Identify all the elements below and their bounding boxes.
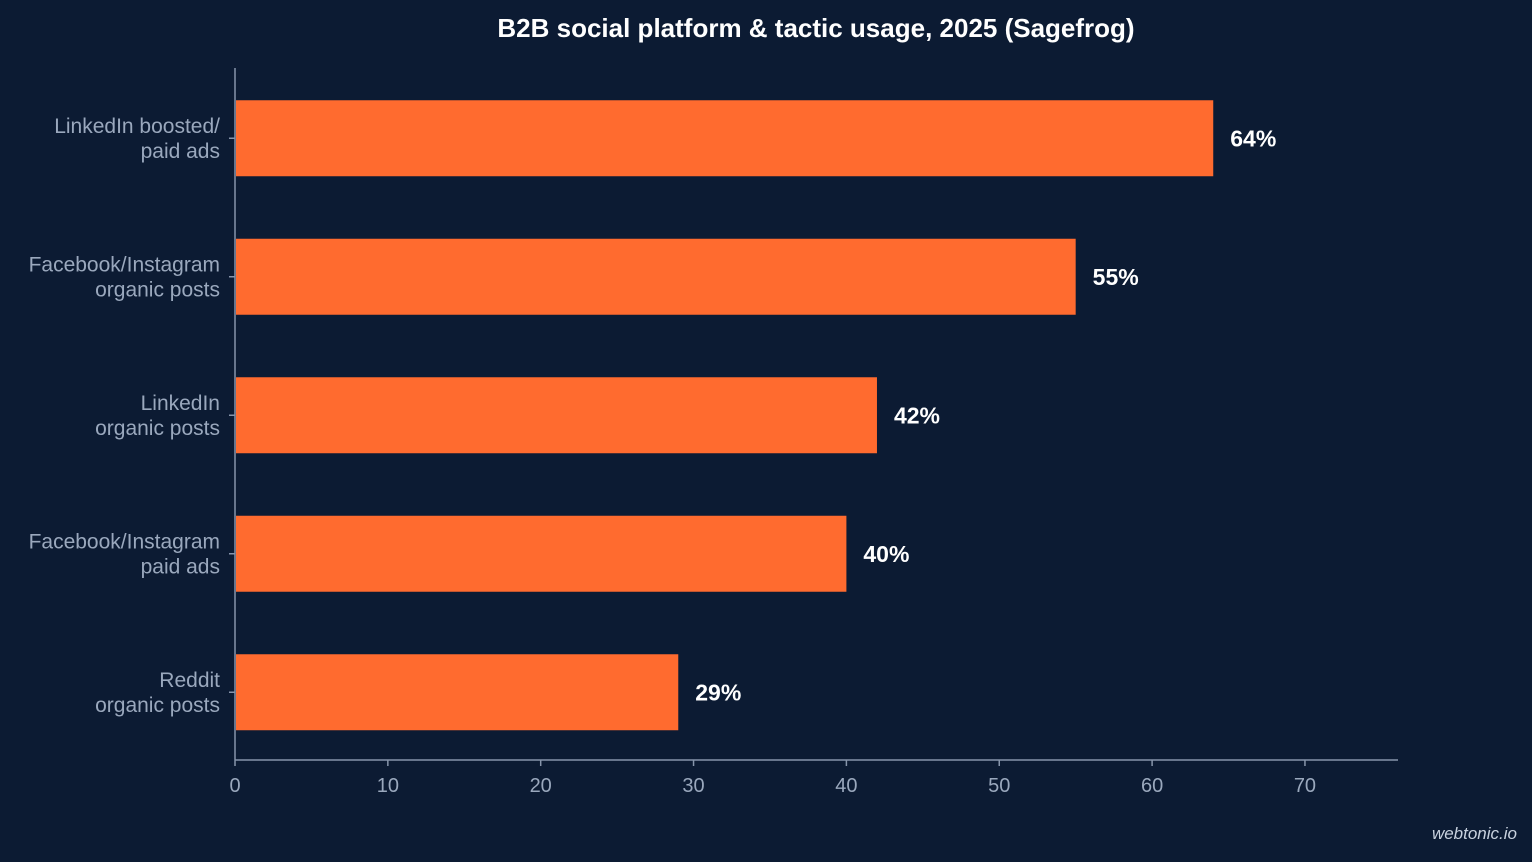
watermark: webtonic.io [1432,824,1517,843]
bar-value-label: 40% [863,541,909,567]
category-label-line: organic posts [95,694,220,717]
category-label-line: organic posts [95,278,220,301]
x-tick-label: 60 [1141,775,1163,797]
bar [236,654,679,731]
category-label-line: paid ads [141,140,220,163]
category-label-line: Facebook/Instagram [29,253,220,276]
category-label-line: Facebook/Instagram [29,530,220,553]
bar-value-label: 42% [894,402,940,428]
category-label: Facebook/Instagram organic posts [29,253,220,301]
category-label: Reddit organic posts [95,669,220,717]
x-tick-label: 40 [835,775,857,797]
bar [236,100,1214,177]
x-tick-label: 20 [530,775,552,797]
x-tick-label: 70 [1294,775,1316,797]
bar [236,377,877,454]
x-tick-label: 10 [377,775,399,797]
bar [236,238,1076,315]
bars [236,100,1214,731]
x-ticks: 0 10 20 30 40 50 60 70 [229,760,1316,797]
category-label: Facebook/Instagram paid ads [29,530,220,578]
chart-title: B2B social platform & tactic usage, 2025… [497,13,1134,43]
bar-value-label: 64% [1230,125,1276,151]
category-label-line: LinkedIn [141,392,220,415]
category-label-line: Reddit [159,669,220,692]
bar-value-label: 55% [1093,264,1139,290]
category-label: LinkedIn organic posts [95,392,220,440]
category-labels: LinkedIn boosted/paid adsFacebook/Instag… [29,115,221,717]
x-tick-label: 50 [988,775,1010,797]
value-labels: 64% 55% 42% 40% 29% [695,125,1276,705]
x-tick-label: 30 [682,775,704,797]
bar [236,515,847,592]
bar-value-label: 29% [695,679,741,705]
category-label: LinkedIn boosted/paid ads [54,115,220,163]
category-label-line: organic posts [95,417,220,440]
category-label-line: paid ads [141,555,220,578]
axes [229,68,1398,761]
category-label-line: LinkedIn boosted/ [54,115,220,138]
x-tick-label: 0 [229,775,240,797]
